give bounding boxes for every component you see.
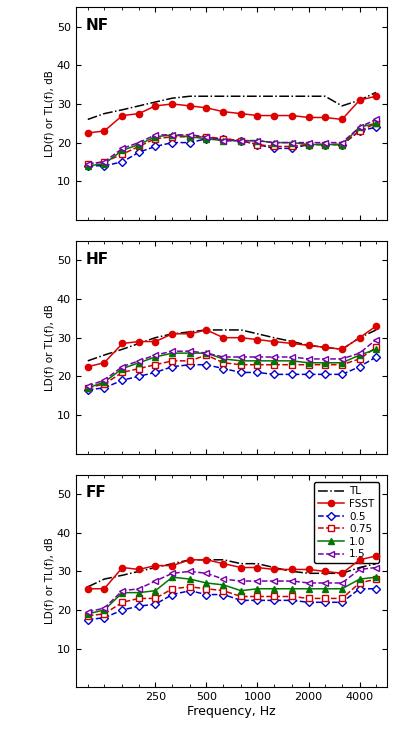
Y-axis label: LD(f) or TL(f), dB: LD(f) or TL(f), dB [44, 70, 54, 157]
Legend: TL, FSST, 0.5, 0.75, 1.0, 1.5: TL, FSST, 0.5, 0.75, 1.0, 1.5 [314, 482, 379, 564]
Text: HF: HF [85, 252, 108, 267]
X-axis label: Frequency, Hz: Frequency, Hz [187, 705, 276, 718]
Text: NF: NF [85, 18, 108, 33]
Y-axis label: LD(f) or TL(f), dB: LD(f) or TL(f), dB [44, 537, 54, 624]
Text: FF: FF [85, 486, 106, 500]
Y-axis label: LD(f) or TL(f), dB: LD(f) or TL(f), dB [44, 304, 54, 391]
